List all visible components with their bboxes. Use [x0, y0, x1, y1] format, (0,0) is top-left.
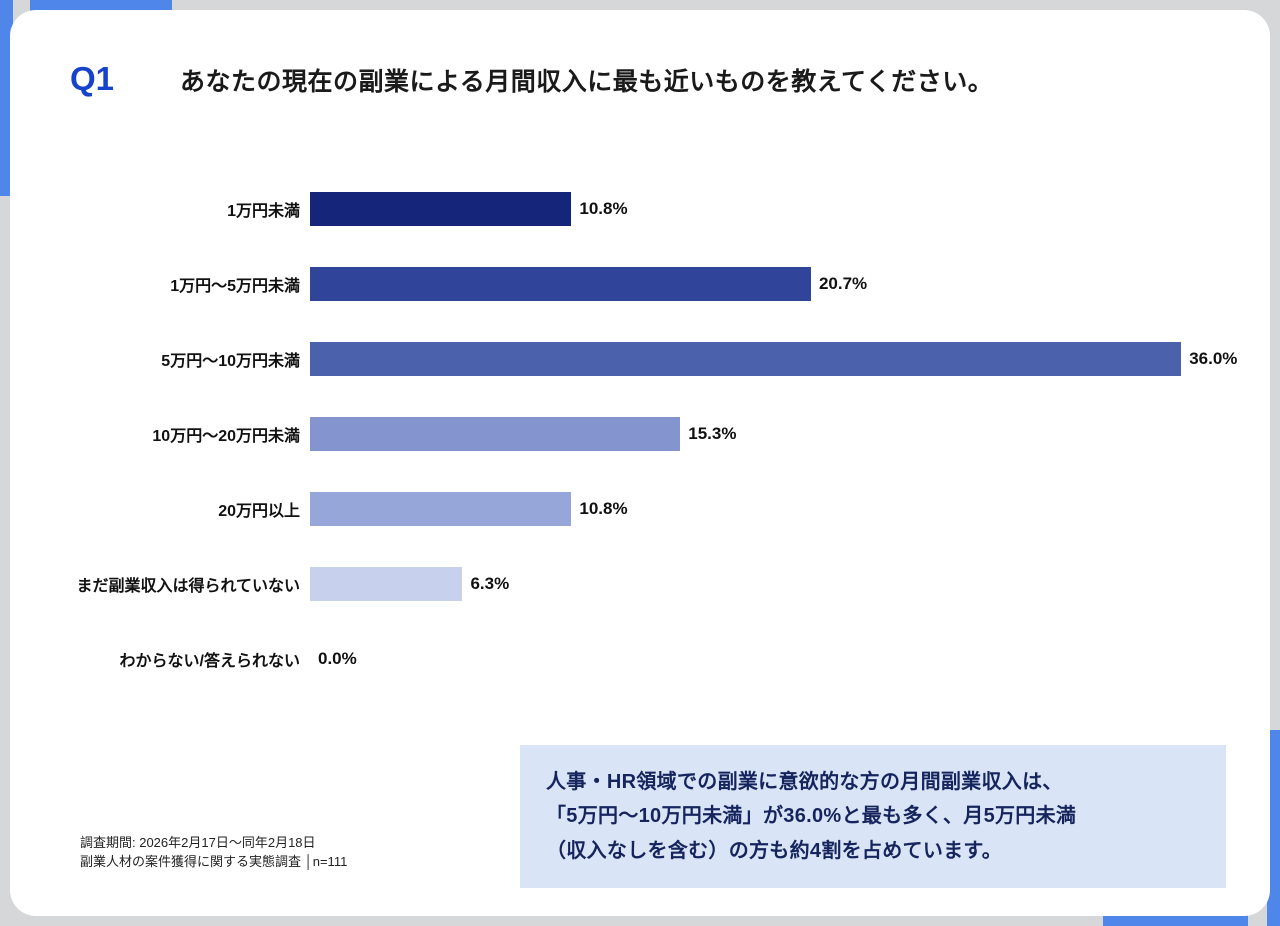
bar-category-label: 5万円〜10万円未満 [161, 353, 300, 370]
header: Q1 あなたの現在の副業による月間収入に最も近いものを教えてください。 [70, 60, 1210, 98]
bar-category-label: まだ副業収入は得られていない [76, 578, 300, 595]
bar-fill [310, 417, 681, 451]
bar-track: 15.3% [310, 417, 1242, 451]
summary-callout: 人事・HR領域での副業に意欲的な方の月間副業収入は、 「5万円〜10万円未満」が… [520, 745, 1226, 889]
bar-track: 36.0% [310, 342, 1242, 376]
bar-value-label: 0.0% [318, 649, 357, 668]
bar-row: 10万円〜20万円未満 15.3% [10, 417, 1242, 451]
bar-row: わからない/答えられない 0.0% [10, 642, 1242, 676]
callout-line: 人事・HR領域での副業に意欲的な方の月間副業収入は、 [546, 771, 1063, 793]
bar-fill [310, 342, 1182, 376]
footnote-source: 副業人材の案件獲得に関する実態調査 │n=111 [80, 853, 348, 869]
bar-fill [310, 492, 572, 526]
bar-track: 6.3% [310, 567, 1242, 601]
accent-bottom-right-vertical [1267, 730, 1280, 926]
bar-track: 10.8% [310, 492, 1242, 526]
slide-card: Q1 あなたの現在の副業による月間収入に最も近いものを教えてください。 1万円未… [10, 10, 1270, 916]
bar-value-label: 6.3% [470, 574, 510, 593]
survey-footnote: 調査期間: 2026年2月17日〜同年2月18日 副業人材の案件獲得に関する実態… [80, 834, 347, 872]
bar-fill [310, 267, 811, 301]
bar-value-label: 15.3% [688, 424, 737, 443]
bar-chart: 1万円未満 10.8% 1万円〜5万円未満 20.7% 5万円〜10万円未満 36.0% 1… [10, 192, 1242, 717]
question-title: あなたの現在の副業による月間収入に最も近いものを教えてください。 [180, 68, 994, 96]
bar-fill [310, 192, 572, 226]
bar-row: 1万円〜5万円未満 20.7% [10, 267, 1242, 301]
accent-top-left-vertical [0, 0, 13, 196]
bar-row: まだ副業収入は得られていない 6.3% [10, 567, 1242, 601]
bar-value-label: 10.8% [579, 199, 628, 218]
bar-category-label: 1万円〜5万円未満 [170, 278, 300, 295]
bar-row: 1万円未満 10.8% [10, 192, 1242, 226]
bar-value-label: 10.8% [579, 499, 628, 518]
callout-line: （収入なしを含む）の方も約4割を占めています。 [546, 839, 1003, 862]
bar-value-label: 36.0% [1189, 349, 1238, 368]
bar-category-label: 20万円以上 [218, 503, 300, 520]
bar-value-label: 20.7% [818, 274, 868, 293]
callout-line: 「5万円〜10万円未満」が36.0%と最も多く、月5万円未満 [546, 805, 1077, 828]
bar-category-label: 1万円未満 [227, 203, 300, 220]
bar-category-label: わからない/答えられない [119, 653, 300, 670]
bar-track: 10.8% [310, 192, 1242, 226]
bar-row: 20万円以上 10.8% [10, 492, 1242, 526]
footnote-period: 調査期間: 2026年2月17日〜同年2月18日 [80, 835, 316, 850]
question-number: Q1 [70, 60, 115, 97]
bar-row: 5万円〜10万円未満 36.0% [10, 342, 1242, 376]
bar-fill [310, 567, 463, 601]
bar-track: 20.7% [310, 267, 1242, 301]
accent-top-left-horizontal [30, 0, 172, 12]
bar-track: 0.0% [310, 642, 1242, 676]
bar-category-label: 10万円〜20万円未満 [152, 428, 300, 445]
